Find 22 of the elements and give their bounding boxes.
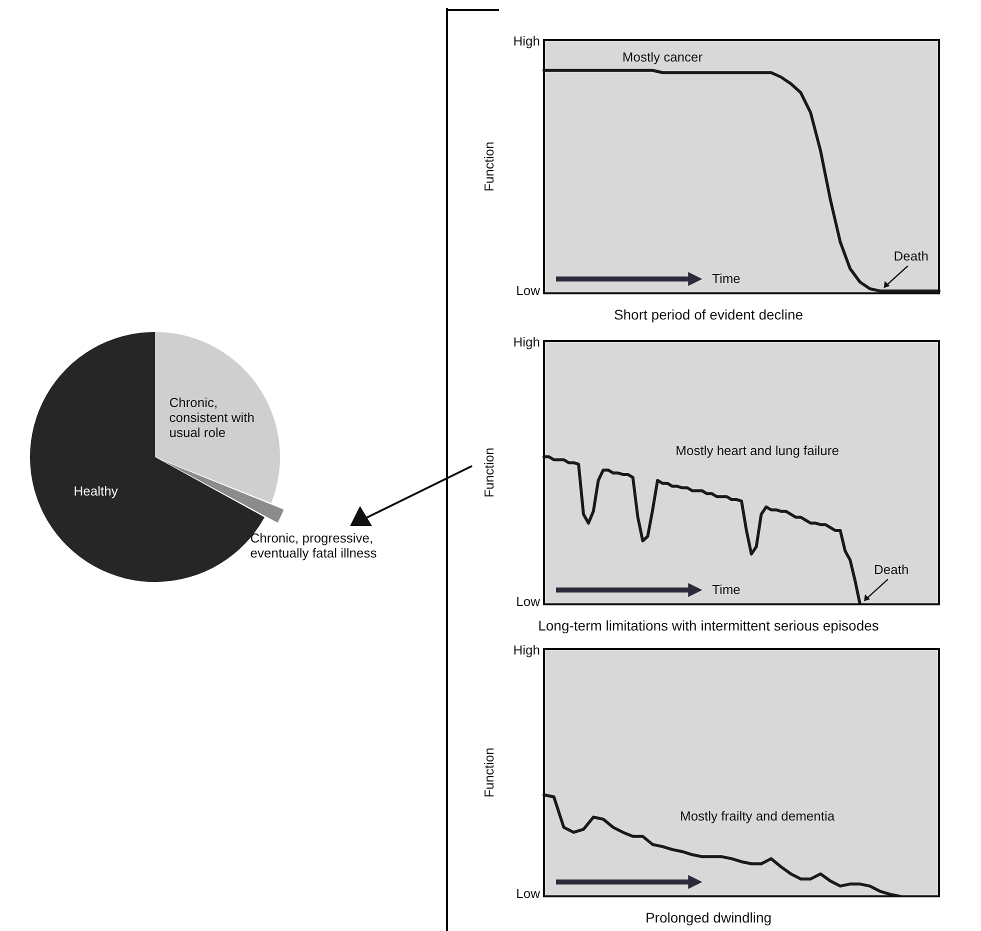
text: Low bbox=[516, 594, 541, 609]
text: High bbox=[513, 34, 540, 49]
y-axis-title: Function bbox=[481, 142, 496, 192]
text: Short period of evident decline bbox=[614, 306, 804, 322]
x-axis-title: Time bbox=[712, 582, 740, 597]
text: Prolonged dwindling bbox=[645, 909, 772, 926]
text: Mostly frailty and dementia bbox=[680, 808, 836, 824]
text: Mostly heart and lung failure bbox=[676, 443, 839, 458]
annotation: Death bbox=[874, 562, 909, 577]
series-label: Mostly cancer bbox=[622, 49, 704, 64]
text: High bbox=[513, 334, 540, 350]
slice-label: Healthy bbox=[74, 484, 118, 499]
text: High bbox=[513, 642, 540, 658]
annotation: Death bbox=[894, 248, 928, 264]
text: Low bbox=[516, 282, 541, 298]
slice-label: Chronic, progressive, eventually fatal illness bbox=[250, 530, 378, 561]
text: Long-term limitations with intermittent serious episodes bbox=[538, 617, 879, 634]
x-axis-title: Time bbox=[712, 270, 740, 286]
slice-label: Chronic, consistent with usual role bbox=[169, 394, 254, 440]
y-axis-title: Function bbox=[481, 448, 496, 498]
text: Low bbox=[516, 886, 541, 901]
y-axis-title: Function bbox=[481, 748, 496, 798]
